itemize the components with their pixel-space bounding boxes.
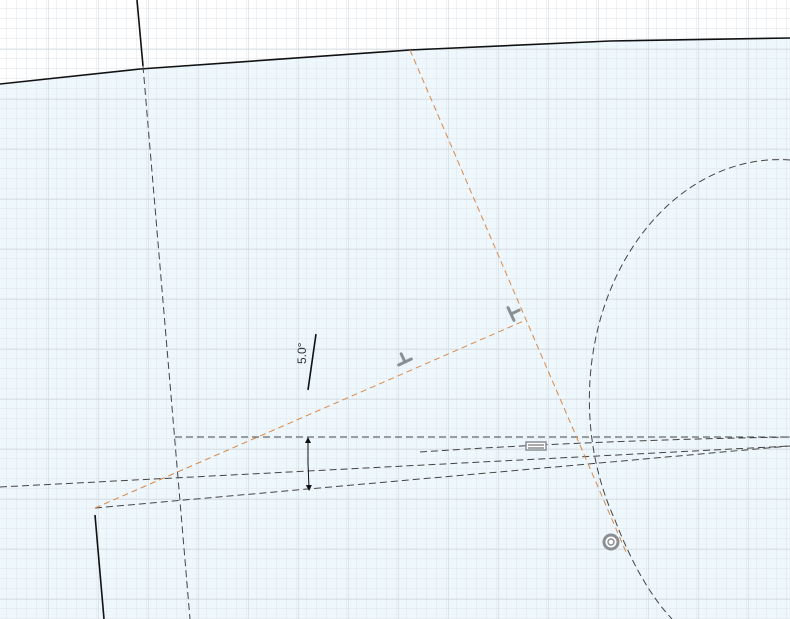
perpendicular-icon[interactable] (395, 351, 413, 367)
parallel-icon[interactable] (525, 441, 547, 451)
angle-dimension[interactable]: 5.0° (295, 342, 312, 491)
angle-dimension-label[interactable]: 5.0° (295, 342, 309, 364)
construction-circle-arc[interactable] (588, 159, 790, 619)
orange-line-diagonal[interactable] (94, 319, 527, 509)
construction-line-lower[interactable] (94, 445, 790, 509)
construction-arc-short[interactable] (419, 436, 790, 453)
bottom-left-vertical-line[interactable] (94, 514, 105, 619)
construction-lines (0, 65, 790, 619)
coincident-icon[interactable] (602, 533, 620, 551)
angle-extension-line[interactable] (307, 333, 317, 391)
orange-line-long[interactable] (409, 49, 627, 553)
dimension-arrow-down (305, 462, 312, 491)
top-left-vertical-line[interactable] (136, 0, 144, 67)
perpendicular-icon[interactable] (506, 304, 522, 322)
orange-construction-lines (94, 49, 627, 553)
construction-line-vertical[interactable] (142, 65, 191, 619)
